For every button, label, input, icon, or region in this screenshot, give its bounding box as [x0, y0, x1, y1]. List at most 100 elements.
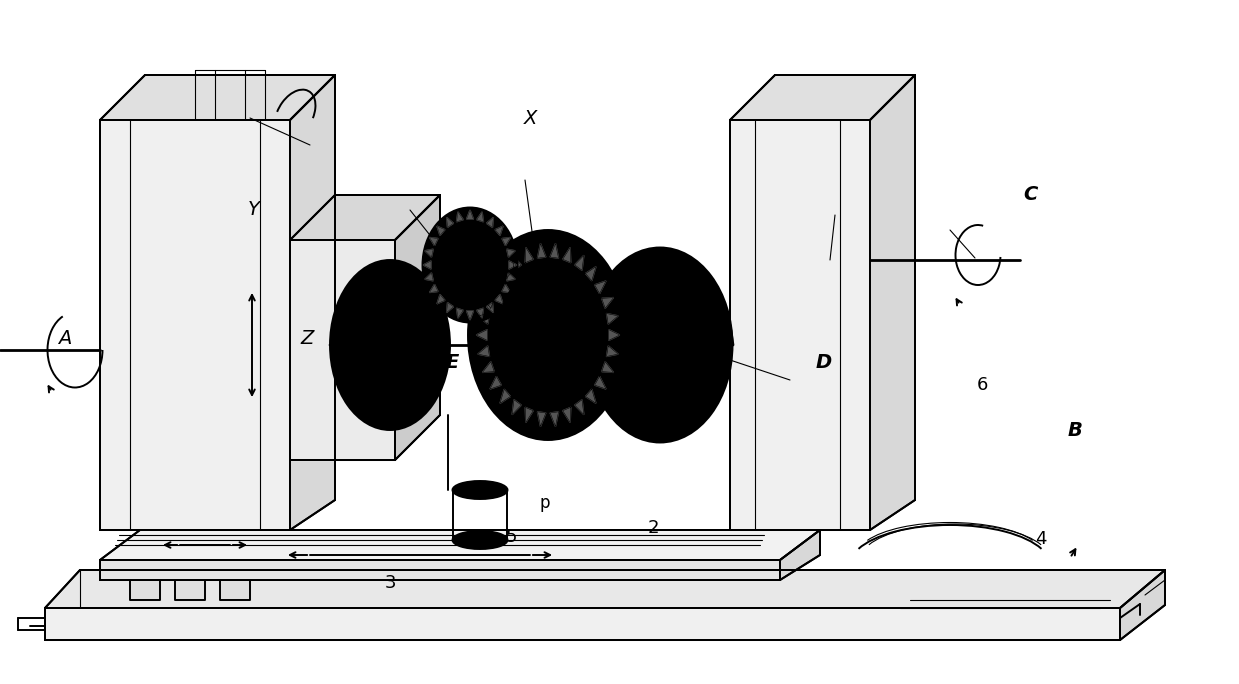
- Polygon shape: [430, 285, 439, 293]
- Polygon shape: [586, 389, 596, 404]
- Polygon shape: [290, 195, 440, 240]
- Polygon shape: [425, 249, 434, 257]
- Ellipse shape: [641, 331, 663, 359]
- Polygon shape: [563, 407, 571, 423]
- Polygon shape: [563, 248, 571, 263]
- Polygon shape: [446, 218, 453, 227]
- Polygon shape: [478, 346, 489, 356]
- Ellipse shape: [646, 337, 658, 353]
- Polygon shape: [602, 298, 613, 308]
- Ellipse shape: [330, 260, 450, 430]
- Text: E: E: [446, 353, 458, 372]
- Text: 4: 4: [1035, 530, 1047, 548]
- Polygon shape: [482, 298, 494, 308]
- Text: C: C: [548, 274, 563, 293]
- Ellipse shape: [411, 275, 420, 284]
- Ellipse shape: [333, 341, 342, 350]
- Polygon shape: [478, 313, 489, 324]
- Polygon shape: [424, 261, 431, 269]
- Ellipse shape: [513, 287, 584, 382]
- Ellipse shape: [396, 339, 406, 351]
- Ellipse shape: [684, 272, 694, 280]
- Ellipse shape: [452, 531, 508, 549]
- Polygon shape: [550, 244, 559, 258]
- Polygon shape: [487, 218, 493, 227]
- Polygon shape: [45, 570, 1165, 608]
- Polygon shape: [538, 244, 546, 258]
- Polygon shape: [606, 346, 618, 356]
- Polygon shape: [608, 330, 620, 341]
- Text: 3: 3: [384, 575, 396, 592]
- Polygon shape: [525, 248, 533, 263]
- Text: 5: 5: [506, 528, 518, 546]
- Polygon shape: [575, 255, 584, 270]
- Ellipse shape: [458, 251, 481, 279]
- Ellipse shape: [587, 248, 732, 443]
- Polygon shape: [290, 240, 395, 460]
- Ellipse shape: [411, 406, 420, 415]
- Polygon shape: [496, 295, 503, 304]
- Polygon shape: [395, 195, 440, 460]
- Text: D: D: [815, 353, 833, 372]
- Polygon shape: [502, 237, 510, 246]
- Polygon shape: [509, 261, 517, 269]
- Ellipse shape: [437, 341, 446, 350]
- Text: 6: 6: [976, 376, 989, 394]
- Ellipse shape: [342, 275, 437, 415]
- Text: Z: Z: [301, 329, 313, 348]
- Ellipse shape: [714, 341, 722, 350]
- Ellipse shape: [452, 481, 508, 499]
- Polygon shape: [489, 376, 502, 389]
- Polygon shape: [512, 255, 522, 270]
- Polygon shape: [487, 302, 493, 313]
- Ellipse shape: [393, 334, 411, 356]
- Polygon shape: [595, 281, 606, 293]
- Ellipse shape: [684, 410, 694, 419]
- Polygon shape: [221, 580, 250, 600]
- Ellipse shape: [601, 264, 719, 426]
- Polygon shape: [425, 273, 434, 281]
- Polygon shape: [467, 210, 473, 219]
- Ellipse shape: [436, 225, 504, 305]
- Polygon shape: [175, 580, 204, 600]
- Text: B: B: [1068, 421, 1083, 440]
- Polygon shape: [507, 249, 515, 257]
- Polygon shape: [290, 75, 335, 530]
- Ellipse shape: [541, 326, 555, 344]
- Polygon shape: [456, 308, 463, 318]
- Text: p: p: [540, 494, 550, 512]
- Polygon shape: [45, 608, 1120, 640]
- Polygon shape: [730, 75, 914, 120]
- Polygon shape: [501, 267, 510, 281]
- Ellipse shape: [359, 275, 368, 284]
- Polygon shape: [130, 580, 160, 600]
- Text: 2: 2: [647, 519, 659, 537]
- Polygon shape: [477, 308, 483, 318]
- Ellipse shape: [534, 317, 563, 353]
- Polygon shape: [100, 75, 335, 120]
- Polygon shape: [100, 120, 290, 530]
- Polygon shape: [482, 362, 494, 372]
- Polygon shape: [781, 530, 820, 580]
- Polygon shape: [476, 330, 487, 341]
- Polygon shape: [595, 376, 606, 389]
- Ellipse shape: [468, 230, 628, 440]
- Polygon shape: [550, 412, 559, 427]
- Polygon shape: [496, 226, 503, 235]
- Ellipse shape: [627, 410, 636, 419]
- Text: A: A: [58, 329, 71, 348]
- Polygon shape: [586, 267, 596, 281]
- Ellipse shape: [354, 293, 426, 397]
- Polygon shape: [430, 237, 439, 246]
- Polygon shape: [1120, 570, 1165, 640]
- Polygon shape: [437, 295, 445, 304]
- Polygon shape: [538, 412, 546, 427]
- Polygon shape: [100, 530, 820, 560]
- Ellipse shape: [422, 207, 518, 322]
- Polygon shape: [525, 407, 533, 423]
- Text: C: C: [1023, 185, 1038, 205]
- Polygon shape: [446, 302, 453, 313]
- Ellipse shape: [498, 267, 598, 402]
- Ellipse shape: [627, 272, 636, 280]
- Polygon shape: [467, 311, 473, 320]
